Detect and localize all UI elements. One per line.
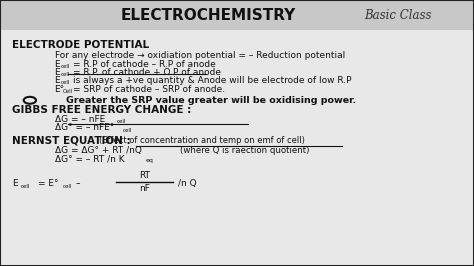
Text: (where Q is raection quotient): (where Q is raection quotient) xyxy=(180,146,310,155)
Text: = E°: = E° xyxy=(38,179,58,188)
Text: GIBBS FREE ENERGY CHANGE :: GIBBS FREE ENERGY CHANGE : xyxy=(12,105,191,115)
Text: cell: cell xyxy=(61,72,70,77)
Text: /n Q: /n Q xyxy=(178,179,196,188)
Text: RT: RT xyxy=(139,171,150,180)
Text: is always a +ve quantity & Anode will be electrode of low R.P: is always a +ve quantity & Anode will be… xyxy=(73,76,352,85)
Text: cell: cell xyxy=(117,119,127,124)
Text: E: E xyxy=(55,60,60,69)
Text: ELECTROCHEMISTRY: ELECTROCHEMISTRY xyxy=(121,8,296,23)
Text: E: E xyxy=(55,68,60,77)
Text: ΔG = – nFE: ΔG = – nFE xyxy=(55,115,105,124)
FancyBboxPatch shape xyxy=(0,30,474,266)
Text: E°: E° xyxy=(55,85,64,94)
Text: = R.P. of cathode + O.P of anode: = R.P. of cathode + O.P of anode xyxy=(73,68,221,77)
Text: nF: nF xyxy=(139,184,150,193)
Text: (Effect of concentration and temp on emf of cell): (Effect of concentration and temp on emf… xyxy=(99,136,304,145)
Text: ΔG° = – RT /n K: ΔG° = – RT /n K xyxy=(55,154,124,163)
Text: ΔG = ΔG° + RT /nQ: ΔG = ΔG° + RT /nQ xyxy=(55,146,141,155)
Text: Cell: Cell xyxy=(63,89,73,94)
Text: cell: cell xyxy=(61,81,70,85)
Text: = SRP of cathode – SRP of anode.: = SRP of cathode – SRP of anode. xyxy=(73,85,226,94)
Text: cell: cell xyxy=(20,184,30,189)
Text: cell: cell xyxy=(123,128,133,132)
Text: ELECTRODE POTENTIAL: ELECTRODE POTENTIAL xyxy=(12,40,149,50)
Text: ΔG° = – nFE°: ΔG° = – nFE° xyxy=(55,123,114,132)
Text: E: E xyxy=(55,76,60,85)
Text: Greater the SRP value greater will be oxidising power.: Greater the SRP value greater will be ox… xyxy=(66,96,356,105)
Text: NERNST EQUATION :: NERNST EQUATION : xyxy=(12,135,130,145)
Text: eq: eq xyxy=(146,159,154,163)
Text: cell: cell xyxy=(61,64,70,69)
Text: For any electrode → oxidiation potential = – Reduction potential: For any electrode → oxidiation potential… xyxy=(55,51,345,60)
Text: Basic Class: Basic Class xyxy=(365,9,432,22)
Text: E: E xyxy=(12,179,18,188)
Text: –: – xyxy=(76,179,80,188)
Text: cell: cell xyxy=(63,184,73,189)
Text: = R.P of cathode – R.P of anode: = R.P of cathode – R.P of anode xyxy=(73,60,216,69)
FancyBboxPatch shape xyxy=(0,0,474,30)
